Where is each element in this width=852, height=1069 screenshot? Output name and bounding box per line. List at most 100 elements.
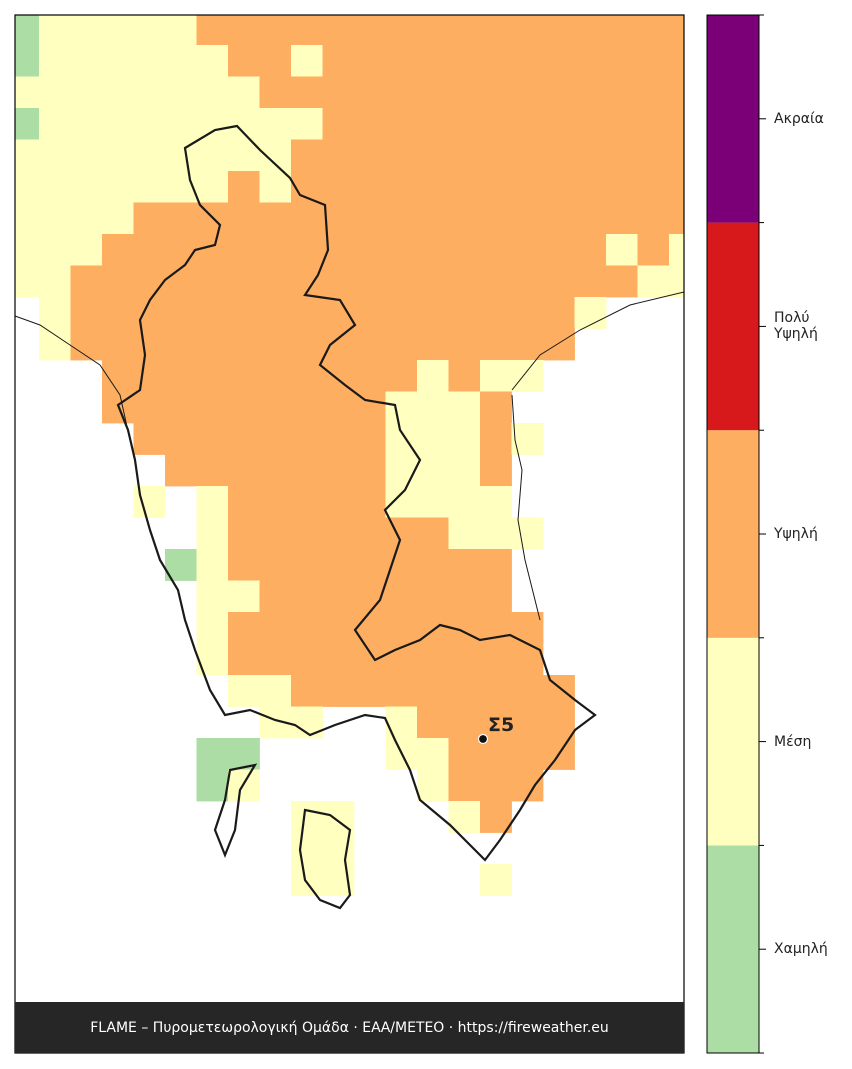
risk-cell bbox=[102, 202, 134, 235]
risk-cell bbox=[322, 108, 355, 140]
risk-cell bbox=[291, 297, 323, 329]
risk-cell bbox=[480, 265, 512, 298]
risk-cell bbox=[165, 297, 197, 329]
risk-cell bbox=[669, 15, 685, 46]
risk-cell bbox=[196, 580, 229, 613]
risk-cell bbox=[669, 139, 685, 172]
risk-cell bbox=[354, 265, 386, 298]
risk-cell bbox=[70, 202, 103, 235]
risk-cell bbox=[39, 328, 71, 361]
colorbar-label: Χαμηλή bbox=[774, 941, 828, 958]
risk-cell bbox=[102, 297, 134, 329]
risk-cell bbox=[417, 580, 449, 613]
risk-cell bbox=[606, 76, 638, 109]
risk-cell bbox=[228, 391, 260, 424]
risk-cell bbox=[133, 76, 166, 109]
risk-cell bbox=[354, 423, 386, 455]
risk-cell bbox=[448, 580, 481, 613]
risk-cell bbox=[480, 643, 512, 676]
risk-cell bbox=[39, 202, 71, 235]
risk-cell bbox=[259, 612, 292, 644]
risk-cell bbox=[543, 706, 575, 739]
risk-cell bbox=[165, 328, 197, 361]
risk-cell bbox=[354, 76, 386, 109]
risk-cell bbox=[385, 612, 418, 644]
risk-cell bbox=[385, 643, 418, 676]
colorbar-segment bbox=[707, 637, 759, 846]
risk-cell bbox=[543, 297, 575, 329]
risk-cell bbox=[448, 706, 481, 739]
risk-cell bbox=[39, 171, 71, 203]
coastline bbox=[14, 291, 685, 621]
risk-cell bbox=[574, 265, 607, 298]
risk-cell bbox=[70, 108, 103, 140]
risk-cell bbox=[543, 45, 575, 77]
risk-cell bbox=[448, 423, 481, 455]
colorbar-label: Πολύ Υψηλή bbox=[774, 310, 818, 343]
risk-cell bbox=[417, 234, 449, 266]
risk-cell bbox=[322, 328, 355, 361]
risk-cell bbox=[543, 328, 575, 361]
risk-cell bbox=[291, 864, 323, 896]
risk-cell bbox=[417, 454, 449, 487]
risk-cell bbox=[511, 45, 544, 77]
risk-cell bbox=[480, 171, 512, 203]
risk-cell bbox=[70, 297, 103, 329]
risk-cell bbox=[259, 202, 292, 235]
risk-cell bbox=[133, 486, 166, 518]
risk-cell bbox=[511, 517, 544, 550]
risk-cell bbox=[259, 454, 292, 487]
risk-cell bbox=[354, 612, 386, 644]
risk-cell bbox=[417, 15, 449, 46]
risk-cell bbox=[70, 139, 103, 172]
risk-cell bbox=[228, 612, 260, 644]
risk-cell bbox=[385, 76, 418, 109]
risk-cell bbox=[70, 45, 103, 77]
risk-cell bbox=[354, 45, 386, 77]
risk-cell bbox=[196, 297, 229, 329]
risk-cell bbox=[322, 801, 355, 833]
risk-cell bbox=[448, 549, 481, 581]
risk-cell bbox=[196, 738, 229, 770]
risk-cell bbox=[133, 15, 166, 46]
risk-cell bbox=[448, 45, 481, 77]
risk-cell bbox=[291, 643, 323, 676]
risk-cell bbox=[606, 202, 638, 235]
risk-cell bbox=[165, 202, 197, 235]
risk-cell bbox=[196, 15, 229, 46]
risk-cell bbox=[291, 328, 323, 361]
risk-cell bbox=[133, 234, 166, 266]
risk-cell bbox=[165, 15, 197, 46]
risk-cell bbox=[543, 234, 575, 266]
risk-cell bbox=[196, 643, 229, 676]
risk-cell bbox=[543, 15, 575, 46]
risk-cell bbox=[637, 202, 670, 235]
colorbar-segment bbox=[707, 15, 759, 223]
risk-cell bbox=[480, 517, 512, 550]
risk-cell bbox=[606, 139, 638, 172]
risk-cell bbox=[448, 769, 481, 802]
risk-cell bbox=[354, 139, 386, 172]
risk-cell bbox=[228, 486, 260, 518]
risk-cell bbox=[165, 171, 197, 203]
risk-cell bbox=[354, 360, 386, 392]
risk-cell bbox=[15, 76, 40, 109]
risk-cell bbox=[417, 738, 449, 770]
risk-cell bbox=[15, 108, 40, 140]
risk-cell bbox=[322, 612, 355, 644]
risk-cell bbox=[511, 108, 544, 140]
risk-cell bbox=[196, 76, 229, 109]
risk-cell bbox=[606, 15, 638, 46]
risk-cell bbox=[637, 108, 670, 140]
risk-cell bbox=[354, 234, 386, 266]
risk-cell bbox=[322, 15, 355, 46]
risk-cell bbox=[102, 171, 134, 203]
risk-cell bbox=[39, 234, 71, 266]
risk-cell bbox=[259, 15, 292, 46]
risk-cell bbox=[354, 454, 386, 487]
risk-cell bbox=[480, 108, 512, 140]
risk-cell bbox=[543, 139, 575, 172]
risk-cell bbox=[385, 454, 418, 487]
risk-cell bbox=[259, 675, 292, 707]
